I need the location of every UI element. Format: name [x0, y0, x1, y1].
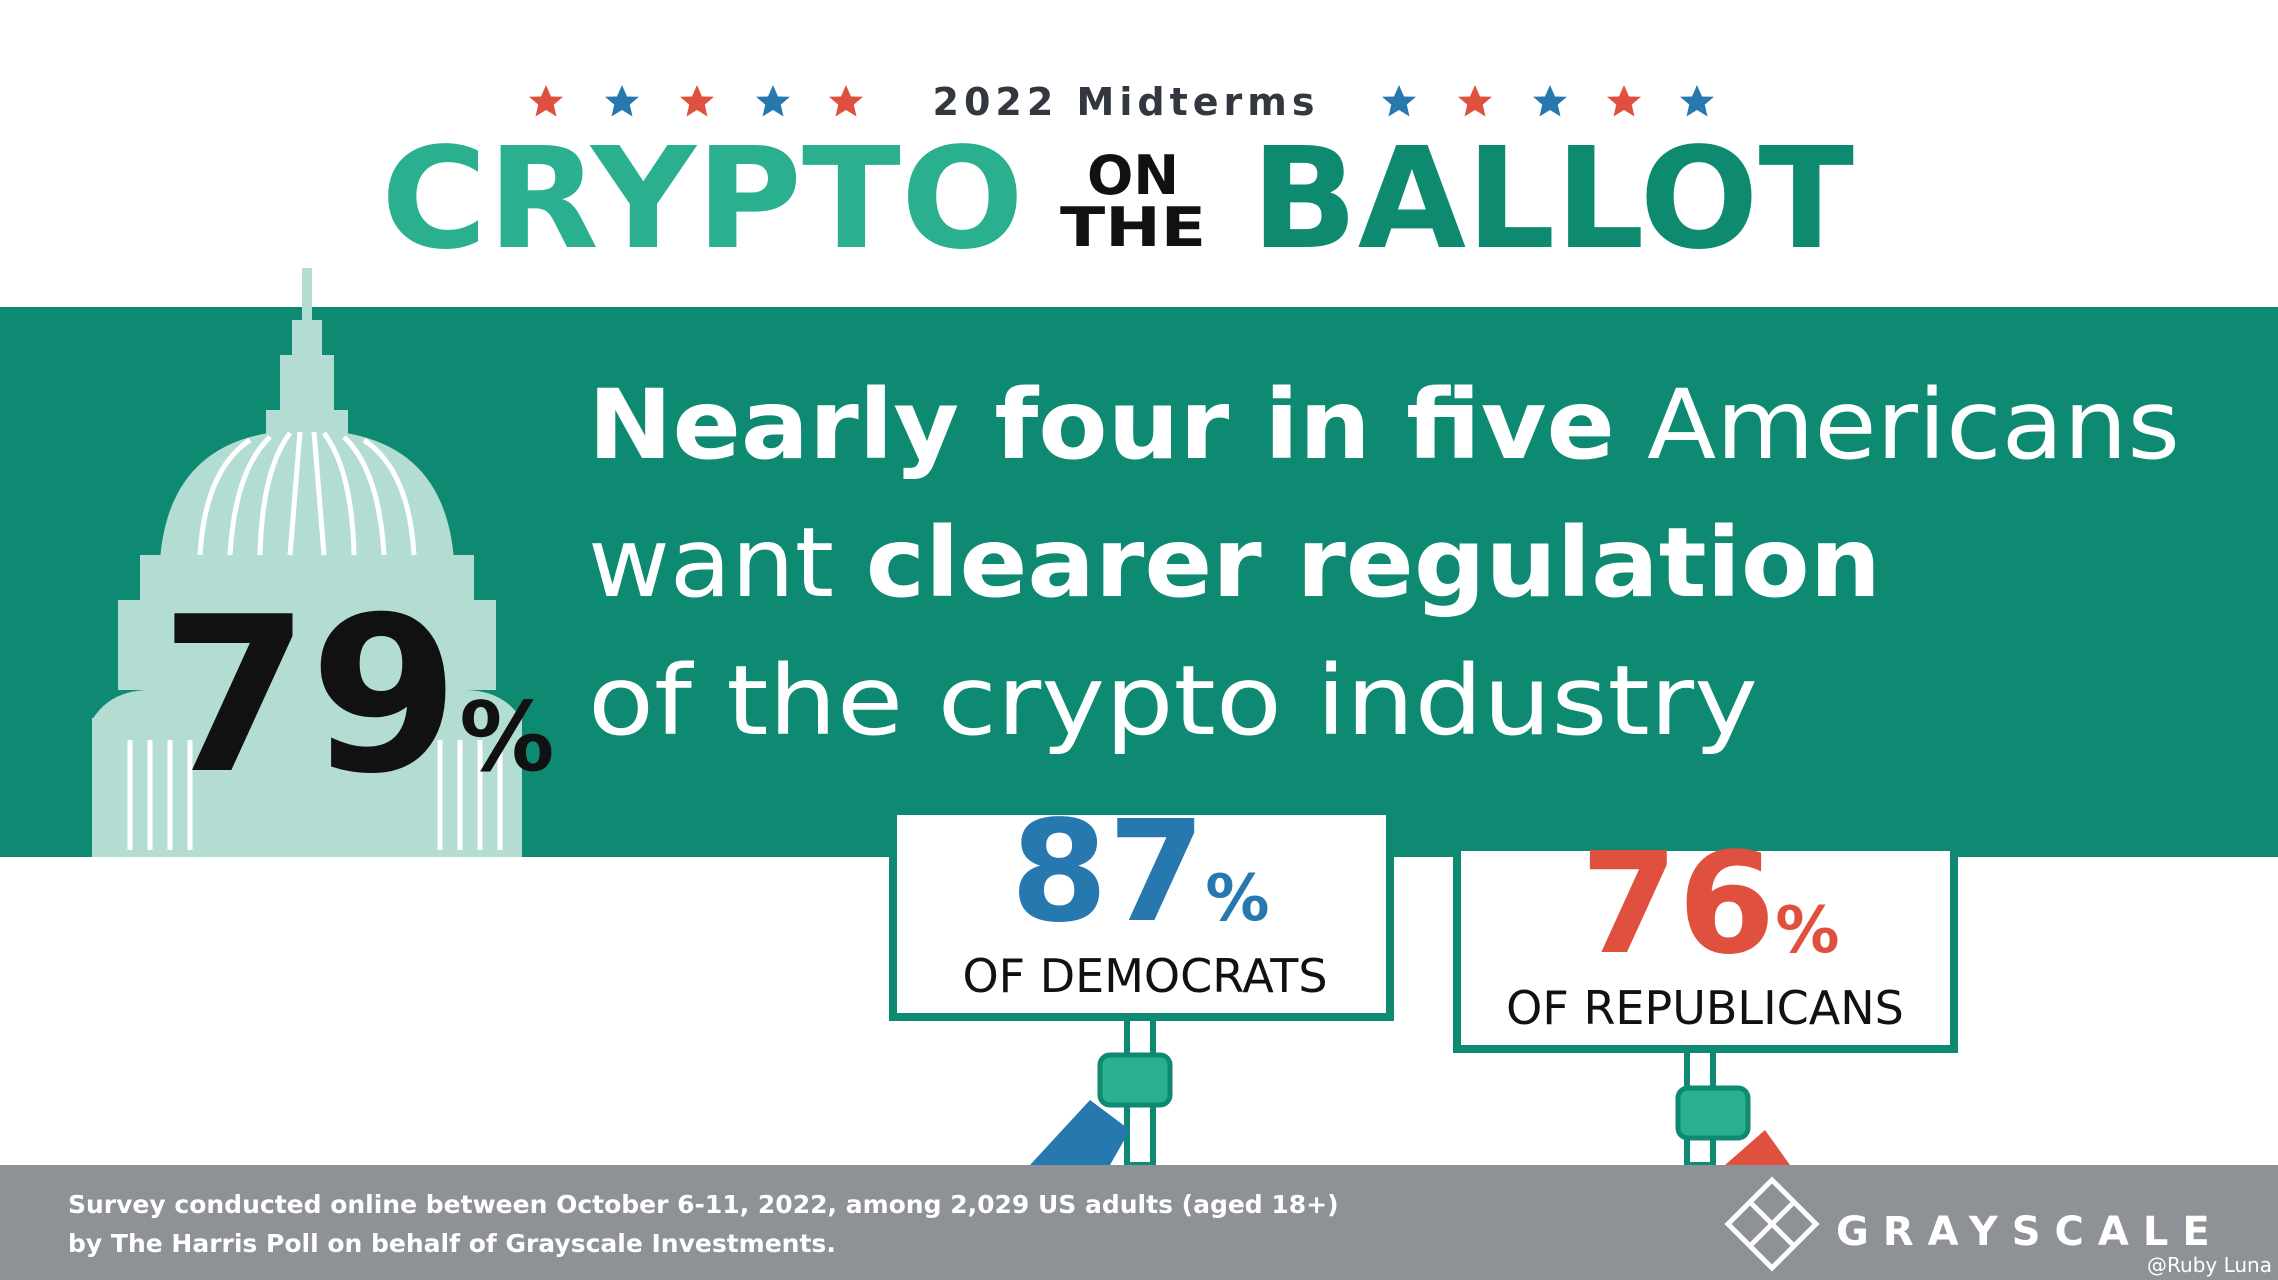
star	[1680, 85, 1714, 117]
brand-logo	[1724, 1176, 1820, 1272]
headline-line: of the crypto industry	[588, 645, 1758, 757]
star	[1533, 85, 1567, 117]
sign-democrats: 87% OF DEMOCRATS	[889, 791, 1394, 1168]
star	[605, 85, 639, 117]
sign-unit: %	[1775, 894, 1839, 968]
sign-value: 76	[1581, 823, 1776, 986]
headline-bold: clearer regulation	[866, 507, 1881, 619]
headline-regular: want	[588, 507, 834, 619]
footnote: Survey conducted online between October …	[68, 1190, 1339, 1219]
capitol-illustration	[92, 268, 522, 857]
star	[529, 85, 563, 117]
stars-right	[1382, 85, 1714, 117]
sign-label: OF REPUBLICANS	[1506, 981, 1904, 1035]
headline-regular: Americans	[1647, 369, 2180, 481]
svg-text:87%: 87%	[1011, 791, 1270, 954]
footnote: by The Harris Poll on behalf of Grayscal…	[68, 1229, 836, 1258]
stars-left	[529, 85, 863, 117]
star	[680, 85, 714, 117]
star	[829, 85, 863, 117]
star	[1458, 85, 1492, 117]
stat-value: 79	[160, 570, 459, 821]
watermark: @Ruby Luna	[2147, 1253, 2272, 1277]
headline-bold: Nearly four in five	[588, 369, 1615, 481]
brand-name: GRAYSCALE	[1836, 1209, 2224, 1255]
national-stat: 79%	[160, 570, 554, 821]
stat-unit: %	[459, 683, 554, 793]
star	[1382, 85, 1416, 117]
title-ballot: BALLOT	[1251, 118, 1854, 281]
title-the: THE	[1060, 196, 1206, 259]
sign-republicans: 76% OF REPUBLICANS	[1453, 823, 1958, 1168]
star	[756, 85, 790, 117]
headline-line: Nearly four in five Americans	[588, 369, 2180, 481]
sign-value: 87	[1011, 791, 1206, 954]
title-on: ON	[1087, 144, 1179, 207]
sign-label: OF DEMOCRATS	[962, 949, 1327, 1003]
kicker: 2022 Midterms	[933, 80, 1320, 124]
title-crypto: CRYPTO	[381, 118, 1024, 281]
svg-text:76%: 76%	[1581, 823, 1840, 986]
sign-unit: %	[1205, 862, 1269, 936]
footer	[0, 1165, 2278, 1280]
star	[1607, 85, 1641, 117]
headline-line: want clearer regulation	[588, 507, 1881, 619]
